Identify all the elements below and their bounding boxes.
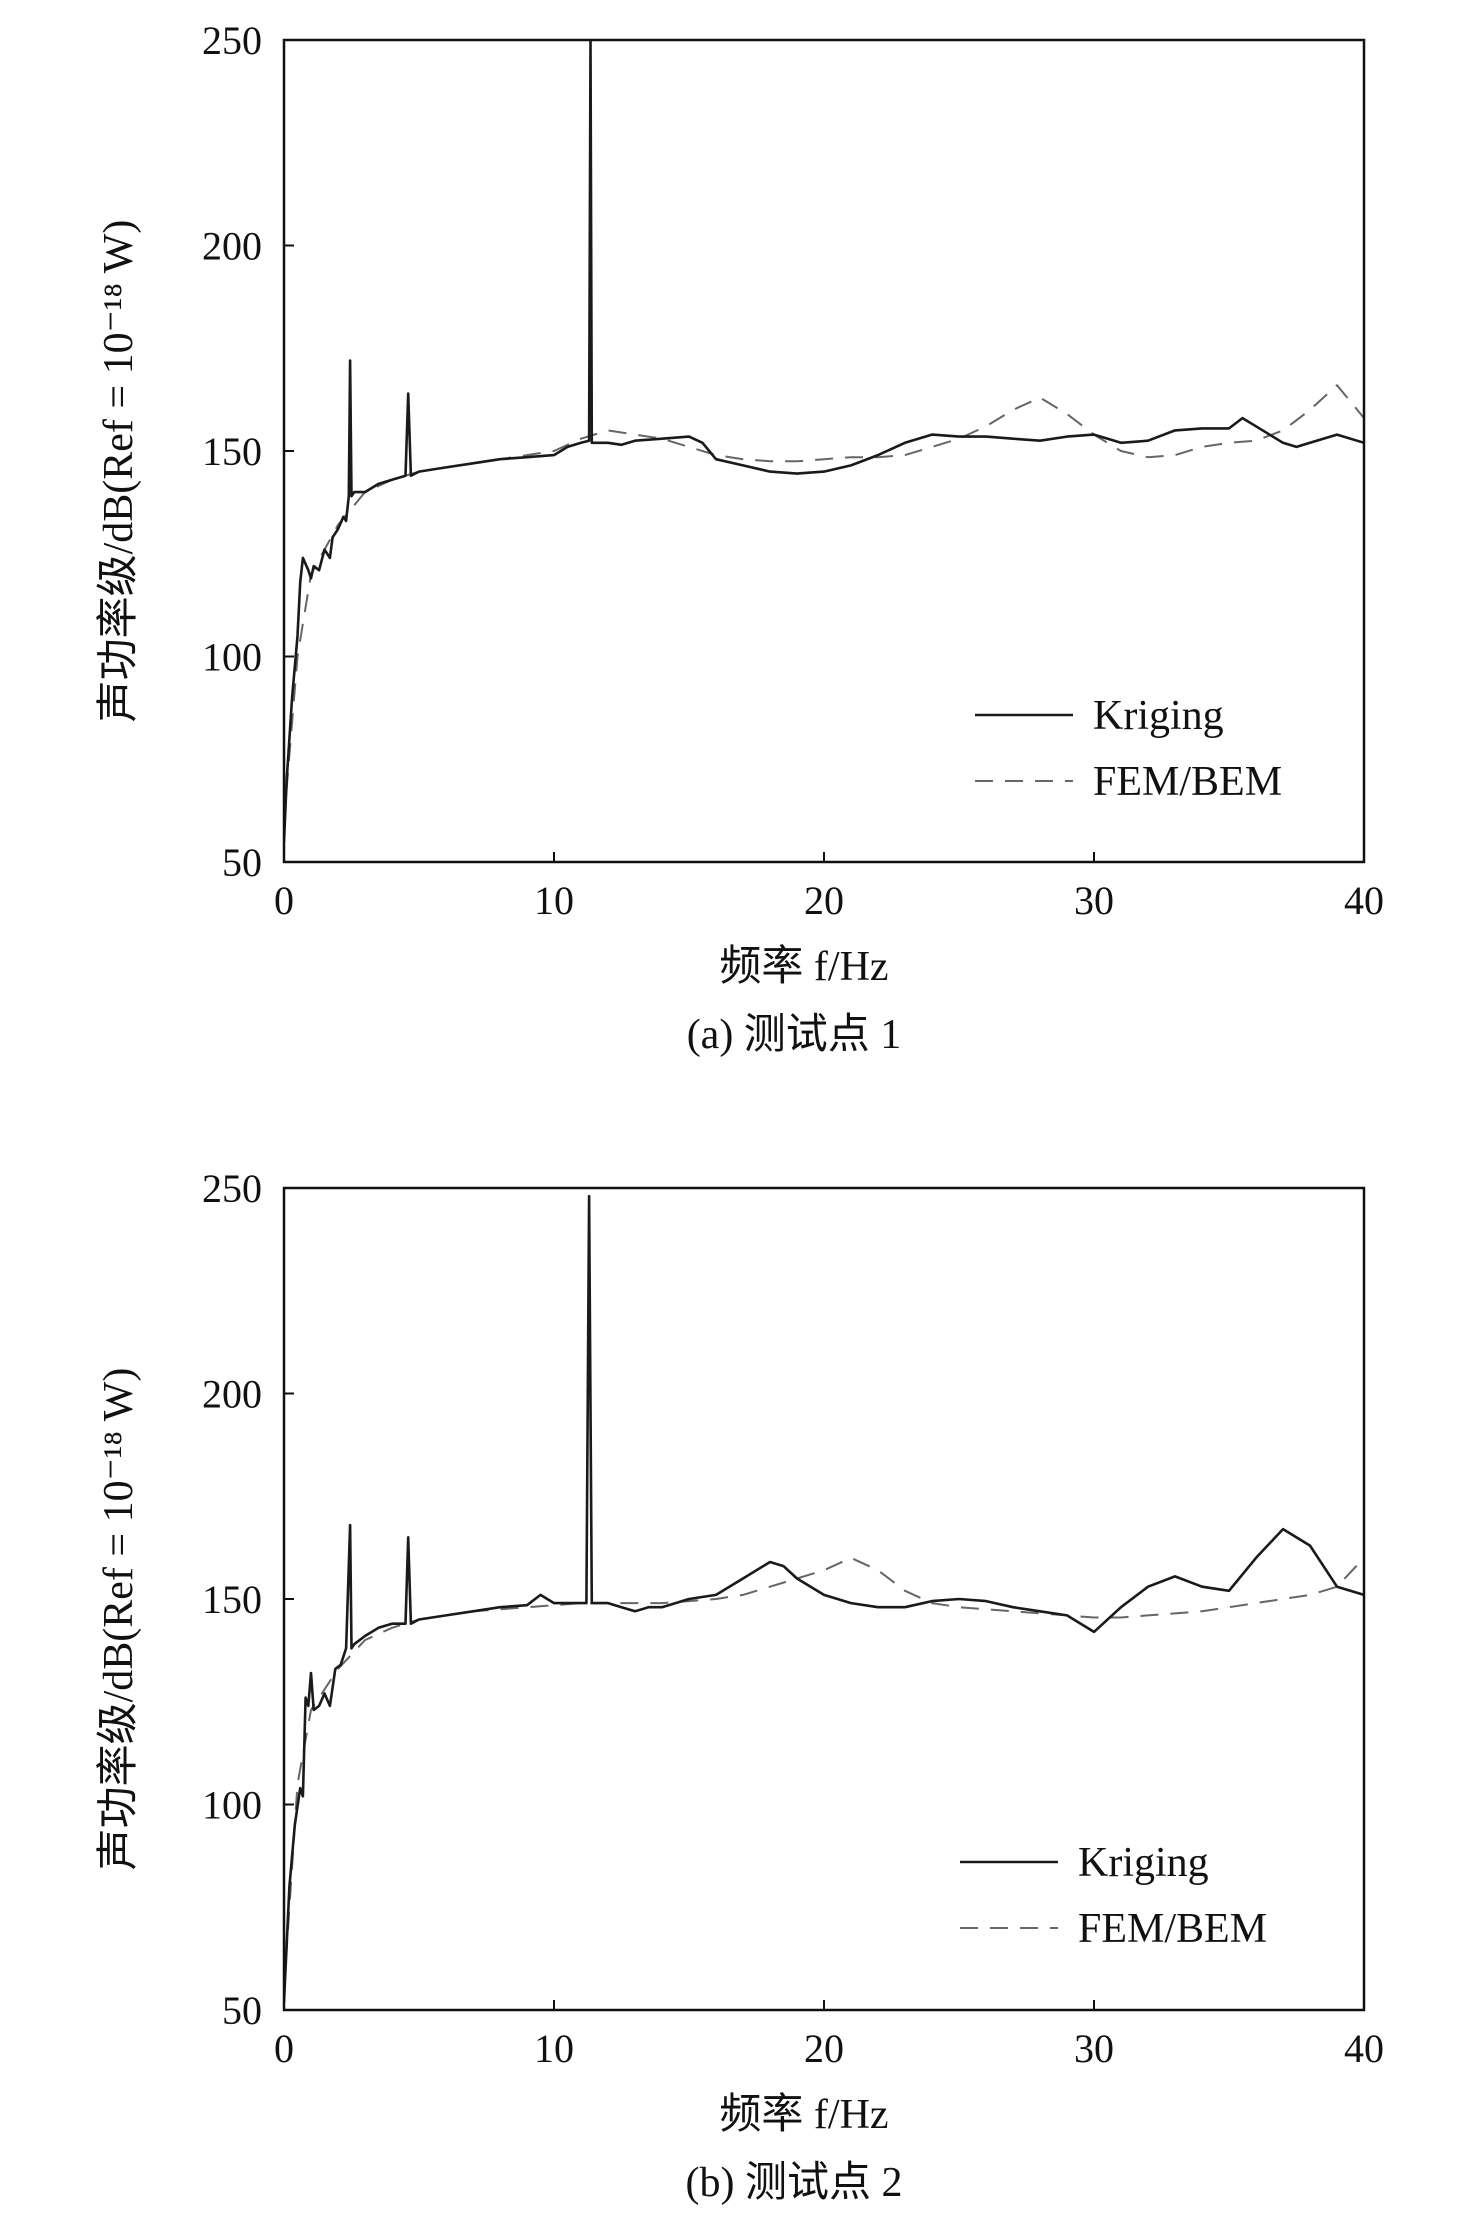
y-tick-label: 50 bbox=[222, 1988, 262, 2033]
x-tick-label: 30 bbox=[1074, 878, 1114, 923]
series-line-fem-bem bbox=[284, 384, 1364, 821]
y-tick-label: 150 bbox=[202, 429, 262, 474]
x-tick-label: 40 bbox=[1344, 878, 1384, 923]
x-tick-label: 0 bbox=[274, 2026, 294, 2071]
panel-caption: (a) 测试点 1 bbox=[687, 1012, 902, 1058]
y-tick-label: 250 bbox=[202, 1166, 262, 1211]
panel-a: 0 10 20 30 40 50 100 150 200 250 频率 f/Hz 声功率级/dB(… bbox=[95, 18, 1384, 1058]
legend-label-kriging: Kriging bbox=[1078, 1840, 1209, 1886]
legend: Kriging FEM/BEM bbox=[975, 693, 1282, 805]
plot-frame bbox=[282, 1186, 1366, 2012]
x-axis-label: 频率 f/Hz bbox=[719, 943, 888, 990]
series-line-kriging bbox=[284, 1194, 1364, 2002]
y-tick-label: 200 bbox=[202, 1372, 262, 1417]
x-tick-label: 20 bbox=[804, 2026, 844, 2071]
legend-label-fem-bem: FEM/BEM bbox=[1093, 759, 1282, 805]
y-axis-label: 声功率级/dB(Ref = 10⁻¹⁸ W) bbox=[95, 220, 142, 723]
y-tick-label: 150 bbox=[202, 1577, 262, 1622]
legend: Kriging FEM/BEM bbox=[960, 1840, 1267, 1952]
y-tick-label: 200 bbox=[202, 224, 262, 269]
panel-caption: (b) 测试点 2 bbox=[686, 2160, 903, 2206]
legend-label-kriging: Kriging bbox=[1093, 693, 1224, 739]
y-tick-label: 50 bbox=[222, 840, 262, 885]
series-line-kriging bbox=[284, 40, 1364, 842]
y-axis-label: 声功率级/dB(Ref = 10⁻¹⁸ W) bbox=[95, 1368, 142, 1871]
x-axis-label: 频率 f/Hz bbox=[719, 2091, 888, 2138]
legend-label-fem-bem: FEM/BEM bbox=[1078, 1906, 1267, 1952]
x-tick-label: 40 bbox=[1344, 2026, 1384, 2071]
panel-b: 0 10 20 30 40 50 100 150 200 250 频率 f/Hz 声功率级/dB(… bbox=[95, 1166, 1384, 2206]
y-tick-label: 100 bbox=[202, 1783, 262, 1828]
x-tick-label: 10 bbox=[534, 2026, 574, 2071]
x-tick-label: 30 bbox=[1074, 2026, 1114, 2071]
x-tick-label: 10 bbox=[534, 878, 574, 923]
plot-frame bbox=[282, 38, 1366, 864]
y-tick-label: 250 bbox=[202, 18, 262, 63]
x-tick-label: 20 bbox=[804, 878, 844, 923]
y-tick-label: 100 bbox=[202, 635, 262, 680]
x-tick-label: 0 bbox=[274, 878, 294, 923]
